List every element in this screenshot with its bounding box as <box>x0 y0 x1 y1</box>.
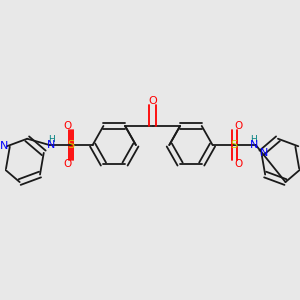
Text: N: N <box>47 140 56 150</box>
Text: N: N <box>260 148 269 158</box>
Text: S: S <box>231 140 238 150</box>
Text: O: O <box>63 121 71 130</box>
Text: H: H <box>250 134 257 143</box>
Text: O: O <box>234 159 242 170</box>
Text: S: S <box>68 140 75 150</box>
Text: N: N <box>0 141 8 151</box>
Text: O: O <box>148 96 157 106</box>
Text: O: O <box>63 159 71 170</box>
Text: O: O <box>234 121 242 130</box>
Text: N: N <box>250 140 258 150</box>
Text: H: H <box>48 134 55 143</box>
